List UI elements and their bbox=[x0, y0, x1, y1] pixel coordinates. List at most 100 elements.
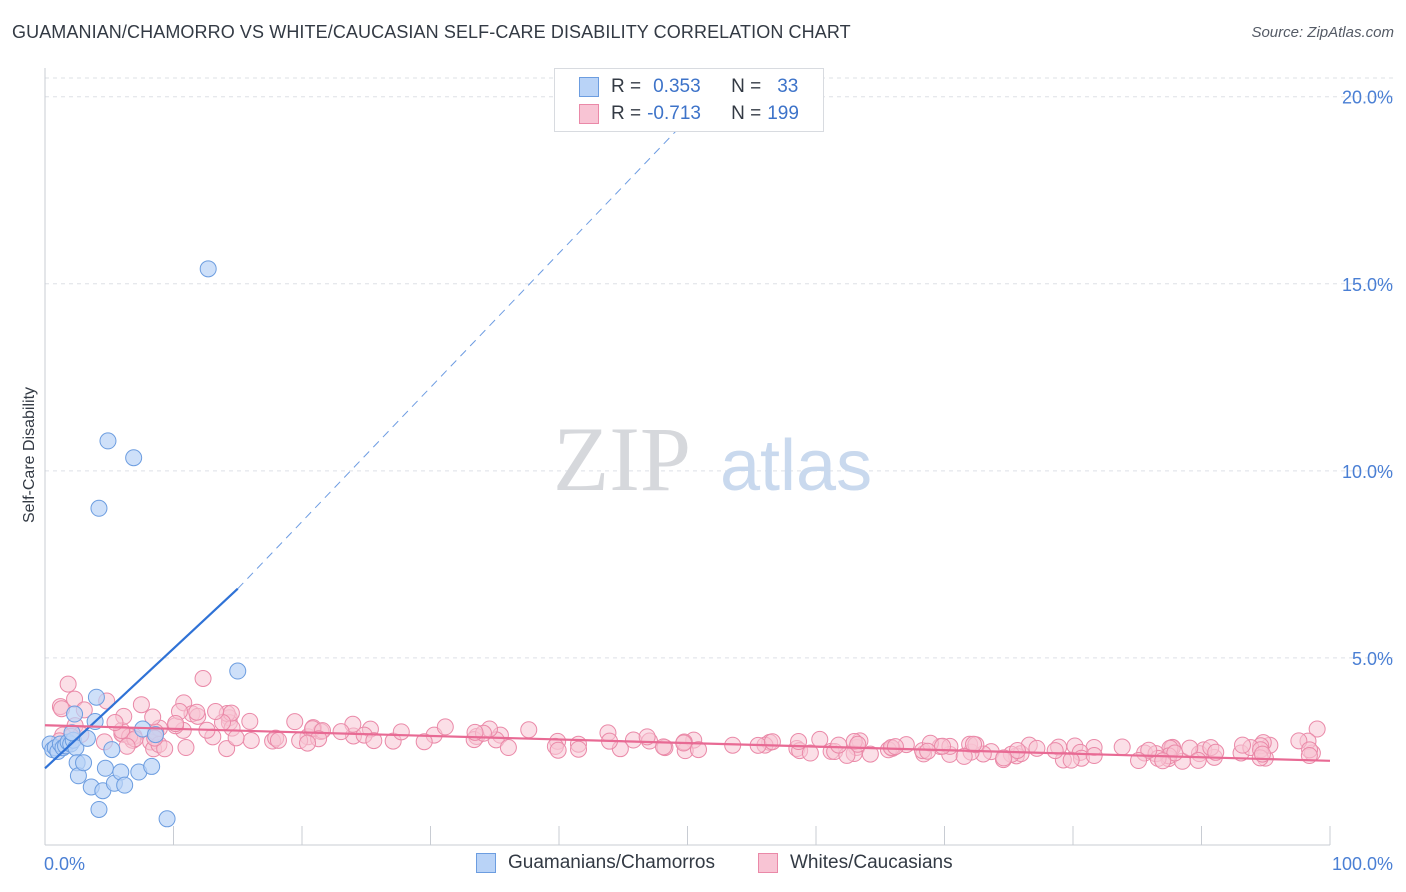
point-whites bbox=[227, 729, 245, 747]
point-whites bbox=[955, 747, 973, 765]
point-whites bbox=[194, 670, 212, 688]
x-tick-label: 100.0% bbox=[1332, 854, 1393, 874]
legend-swatch-blue bbox=[579, 77, 599, 97]
point-whites bbox=[59, 675, 77, 693]
legend-n-label: N = bbox=[731, 76, 762, 97]
point-whites bbox=[1008, 742, 1026, 760]
legend-swatch-blue bbox=[476, 853, 496, 873]
point-whites bbox=[144, 708, 162, 726]
legend-r-value: 0.353 bbox=[653, 76, 701, 97]
legend-item-guamanians: Guamanians/Chamorros bbox=[476, 852, 715, 874]
point-whites bbox=[995, 749, 1013, 767]
point-whites bbox=[1207, 743, 1225, 761]
point-whites bbox=[207, 703, 225, 721]
point-whites bbox=[965, 735, 983, 753]
axes bbox=[44, 68, 1331, 846]
trend-lines bbox=[44, 85, 1331, 770]
point-guamanians bbox=[66, 705, 84, 723]
stats-legend: R = 0.353 N = 33 R = -0.713 N = 199 bbox=[554, 68, 824, 132]
point-guamanians bbox=[90, 800, 108, 818]
series-legend: Guamanians/Chamorros Whites/Caucasians bbox=[0, 852, 1406, 878]
point-whites bbox=[299, 734, 317, 752]
grid-lines bbox=[45, 77, 1395, 659]
point-guamanians bbox=[87, 688, 105, 706]
point-guamanians bbox=[90, 499, 108, 517]
point-whites bbox=[1189, 751, 1207, 769]
x-tick-label: 0.0% bbox=[44, 854, 85, 874]
point-guamanians bbox=[96, 759, 114, 777]
point-whites bbox=[811, 730, 829, 748]
point-whites bbox=[332, 723, 350, 741]
legend-label: Guamanians/Chamorros bbox=[508, 852, 715, 873]
point-guamanians bbox=[63, 724, 81, 742]
point-whites bbox=[1140, 741, 1158, 759]
point-whites bbox=[1113, 738, 1131, 756]
watermark: ZIP atlas bbox=[553, 408, 872, 510]
point-guamanians bbox=[143, 757, 161, 775]
point-guamanians bbox=[75, 754, 93, 772]
legend-row-guamanians: R = 0.353 N = 33 bbox=[579, 75, 798, 99]
point-guamanians bbox=[199, 260, 217, 278]
point-whites bbox=[436, 718, 454, 736]
chart-title: GUAMANIAN/CHAMORRO VS WHITE/CAUCASIAN SE… bbox=[12, 22, 851, 42]
point-whites bbox=[801, 744, 819, 762]
point-whites bbox=[286, 713, 304, 731]
series-guamanians-points bbox=[41, 260, 247, 828]
legend-label: Whites/Caucasians bbox=[790, 852, 953, 873]
trend-whites bbox=[44, 724, 1331, 762]
point-whites bbox=[520, 721, 538, 739]
trend-guamanians-dashed bbox=[237, 85, 720, 590]
point-guamanians bbox=[147, 726, 165, 744]
point-whites bbox=[549, 741, 567, 759]
y-tick-label: 5.0% bbox=[1352, 649, 1393, 669]
point-whites bbox=[392, 723, 410, 741]
point-guamanians bbox=[116, 776, 134, 794]
point-whites bbox=[365, 732, 383, 750]
legend-r-value: -0.713 bbox=[647, 103, 701, 124]
point-whites bbox=[218, 740, 236, 758]
point-whites bbox=[861, 745, 879, 763]
watermark-atlas: atlas bbox=[720, 426, 872, 506]
y-tick-label: 20.0% bbox=[1342, 88, 1393, 108]
legend-item-whites: Whites/Caucasians bbox=[758, 852, 953, 874]
point-guamanians bbox=[99, 432, 117, 450]
point-whites bbox=[177, 739, 195, 757]
point-whites bbox=[1046, 742, 1064, 760]
trend-guamanians-solid bbox=[44, 587, 239, 770]
point-guamanians bbox=[229, 662, 247, 680]
point-whites bbox=[132, 696, 150, 714]
point-whites bbox=[919, 742, 937, 760]
watermark-zip: ZIP bbox=[553, 408, 691, 510]
legend-n-value: 33 bbox=[777, 76, 799, 97]
tick-labels: 5.0% 10.0% 15.0% 20.0% 0.0% 100.0% bbox=[44, 88, 1393, 874]
legend-r-label: R = bbox=[611, 103, 642, 124]
legend-n-label: N = bbox=[731, 103, 762, 124]
source-credit: Source: ZipAtlas.com bbox=[1251, 24, 1394, 41]
point-whites bbox=[886, 738, 904, 756]
point-whites bbox=[156, 740, 174, 758]
point-guamanians bbox=[103, 741, 121, 759]
point-whites bbox=[1308, 720, 1326, 738]
point-whites bbox=[188, 703, 206, 721]
point-whites bbox=[118, 737, 136, 755]
point-guamanians bbox=[125, 449, 143, 467]
point-whites bbox=[1234, 736, 1252, 754]
point-whites bbox=[830, 736, 848, 754]
point-whites bbox=[415, 733, 433, 751]
legend-swatch-pink bbox=[579, 104, 599, 124]
y-tick-label: 15.0% bbox=[1342, 275, 1393, 295]
point-whites bbox=[689, 741, 707, 759]
point-whites bbox=[269, 731, 287, 749]
point-whites bbox=[933, 737, 951, 755]
point-whites bbox=[570, 740, 588, 758]
point-whites bbox=[499, 739, 517, 757]
series-whites-points bbox=[51, 670, 1326, 770]
y-axis-label: Self-Care Disability bbox=[21, 387, 38, 523]
point-whites bbox=[167, 715, 185, 733]
point-whites bbox=[1062, 751, 1080, 769]
legend-row-whites: R = -0.713 N = 199 bbox=[579, 102, 799, 126]
point-whites bbox=[241, 712, 259, 730]
point-guamanians bbox=[78, 729, 96, 747]
point-guamanians bbox=[158, 810, 176, 828]
